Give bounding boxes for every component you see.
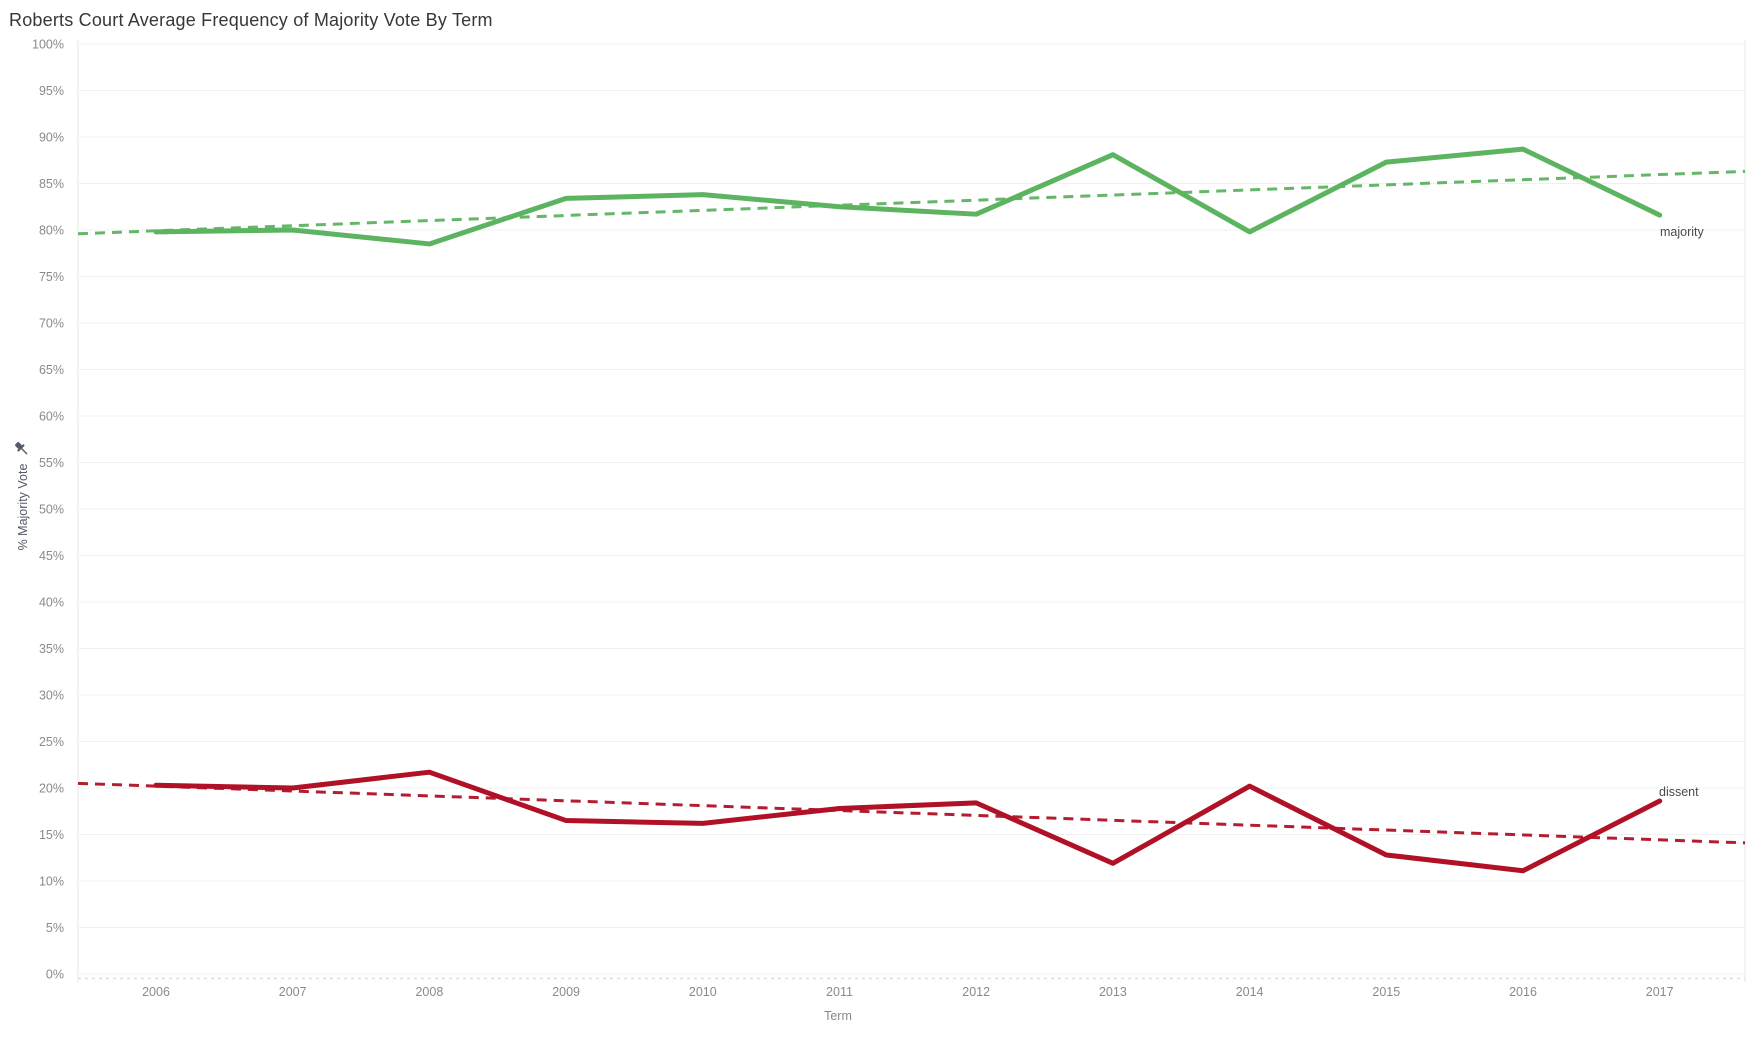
y-tick-label: 60% xyxy=(39,410,64,424)
y-tick-label: 75% xyxy=(39,270,64,284)
series-label-dissent: dissent xyxy=(1659,785,1699,799)
y-tick-label: 20% xyxy=(39,782,64,796)
y-tick-label: 65% xyxy=(39,363,64,377)
y-tick-label: 70% xyxy=(39,317,64,331)
y-tick-label: 25% xyxy=(39,735,64,749)
y-tick-label: 85% xyxy=(39,177,64,191)
x-tick-label: 2010 xyxy=(689,985,717,999)
y-tick-label: 35% xyxy=(39,642,64,656)
y-tick-label: 50% xyxy=(39,503,64,517)
y-tick-label: 45% xyxy=(39,549,64,563)
x-tick-label: 2017 xyxy=(1646,985,1674,999)
y-axis-title: % Majority Vote xyxy=(16,464,30,551)
plot-area[interactable] xyxy=(78,40,1745,982)
y-tick-label: 80% xyxy=(39,224,64,238)
x-tick-label: 2015 xyxy=(1372,985,1400,999)
y-tick-label: 100% xyxy=(32,38,64,52)
x-tick-label: 2014 xyxy=(1236,985,1264,999)
y-tick-label: 0% xyxy=(46,968,64,982)
y-tick-label: 5% xyxy=(46,921,64,935)
y-tick-label: 15% xyxy=(39,828,64,842)
pushpin-icon xyxy=(15,442,28,455)
majority-trend-line[interactable] xyxy=(77,169,1746,236)
x-tick-label: 2009 xyxy=(552,985,580,999)
majority-line[interactable] xyxy=(153,146,1663,247)
series-label-majority: majority xyxy=(1660,225,1705,239)
y-tick-label: 30% xyxy=(39,689,64,703)
x-tick-label: 2016 xyxy=(1509,985,1537,999)
y-axis-title-group: % Majority Vote xyxy=(15,442,30,551)
x-tick-label: 2013 xyxy=(1099,985,1127,999)
x-tick-label: 2012 xyxy=(962,985,990,999)
y-tick-label: 55% xyxy=(39,456,64,470)
x-tick-label: 2011 xyxy=(826,985,853,999)
y-tick-label: 40% xyxy=(39,596,64,610)
y-tick-label: 95% xyxy=(39,84,64,98)
dissent-trend-line[interactable] xyxy=(77,781,1746,845)
y-tick-label: 90% xyxy=(39,131,64,145)
x-tick-label: 2008 xyxy=(415,985,443,999)
x-tick-label: 2006 xyxy=(142,985,170,999)
x-axis-title: Term xyxy=(824,1009,852,1023)
y-tick-label: 10% xyxy=(39,875,64,889)
x-tick-label: 2007 xyxy=(279,985,307,999)
dissent-line[interactable] xyxy=(153,769,1663,874)
chart-title: Roberts Court Average Frequency of Major… xyxy=(9,10,493,30)
